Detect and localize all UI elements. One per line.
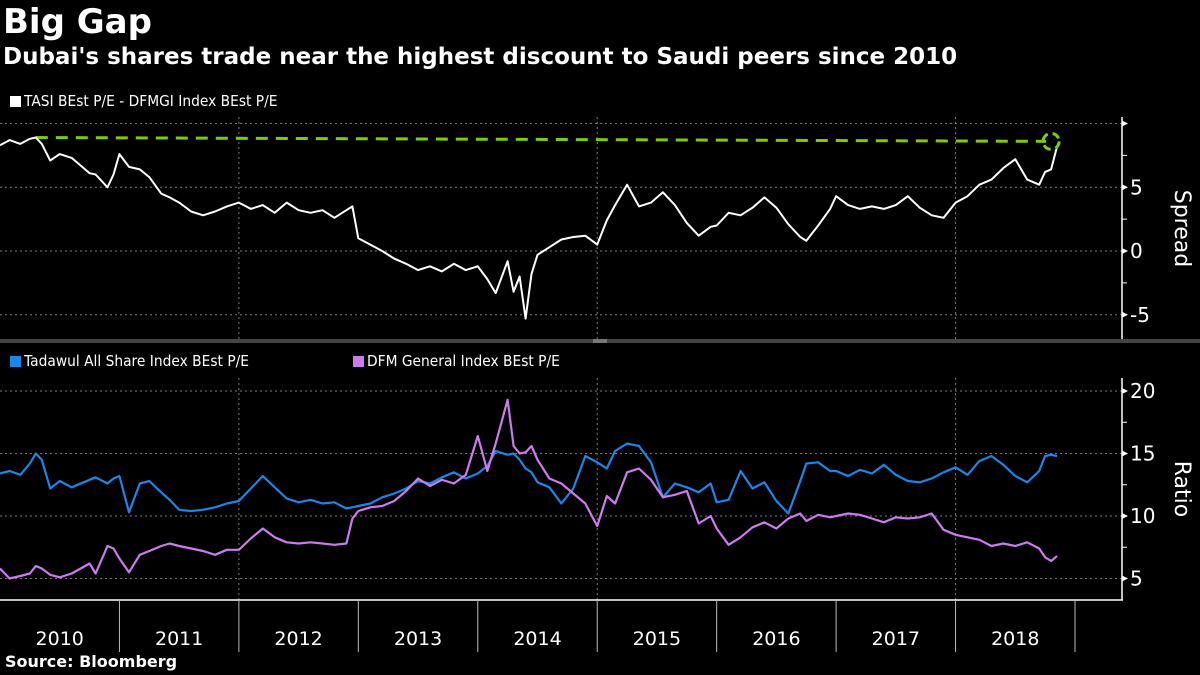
legend-swatch-spread	[10, 95, 21, 107]
x-tick-label: 2014	[513, 628, 561, 650]
x-tick-label: 2015	[633, 628, 681, 650]
y-tick	[1122, 184, 1128, 191]
legend-label-tadawul: Tadawul All Share Index BEst P/E	[24, 352, 250, 370]
y-tick-label: -5	[1130, 303, 1150, 327]
legend-swatch-dfm	[352, 355, 364, 367]
legend-item-tadawul: Tadawul All Share Index BEst P/E	[10, 352, 269, 370]
panel-divider[interactable]	[0, 339, 1200, 343]
y-tick-label: 15	[1130, 442, 1155, 466]
x-axis: 2010 2011 2012 2013 2014 2015 2016 2017 2018	[0, 599, 1123, 652]
ratio-panel: 5 10 15 20 Ratio	[0, 378, 1194, 600]
legend-label-spread: TASI BEst P/E - DFMGI Index BEst P/E	[24, 92, 278, 110]
y-tick	[1122, 311, 1128, 318]
x-tick-label: 2017	[872, 628, 920, 650]
y-axis-label: Spread	[1169, 190, 1194, 267]
x-tick-label: 2013	[394, 628, 442, 650]
y-axis-label: Ratio	[1169, 461, 1194, 517]
x-tick-label: 2016	[752, 628, 800, 650]
bottom-legend: Tadawul All Share Index BEst P/E DFM Gen…	[10, 352, 590, 370]
panel-divider-bar[interactable]	[0, 339, 1200, 343]
chart-title: Big Gap	[3, 2, 152, 42]
y-tick	[1122, 450, 1128, 457]
y-tick-label: 5	[1130, 175, 1143, 199]
record-level-dashed-line	[35, 136, 1047, 143]
spread-series-line	[0, 136, 1059, 320]
x-tick-label: 2011	[155, 628, 203, 650]
top-legend: TASI BEst P/E - DFMGI Index BEst P/E	[10, 92, 314, 110]
legend-item-dfm: DFM General Index BEst P/E	[352, 352, 577, 370]
source-note: Source: Bloomberg	[5, 652, 178, 671]
y-tick	[1122, 120, 1128, 127]
y-tick	[1122, 575, 1128, 582]
y-tick-label: 0	[1130, 239, 1143, 263]
y-tick-label: 10	[1130, 504, 1155, 528]
y-tick	[1122, 513, 1128, 519]
x-tick-label: 2012	[274, 628, 322, 650]
y-tick	[1122, 388, 1128, 394]
y-tick-label: 5	[1130, 567, 1143, 591]
tadawul-series-line	[0, 442, 1058, 515]
divider-grip[interactable]	[593, 341, 607, 343]
divider-grip[interactable]	[593, 339, 607, 341]
spread-panel: -5 0 5 Spread	[0, 117, 1194, 340]
dfm-series-line	[0, 398, 1058, 580]
legend-label-dfm: DFM General Index BEst P/E	[366, 352, 560, 370]
x-tick-label: 2018	[991, 628, 1039, 650]
y-tick-label: 20	[1130, 379, 1155, 403]
y-tick	[1122, 248, 1128, 254]
chart-subtitle: Dubai's shares trade near the highest di…	[3, 44, 958, 70]
x-tick-label: 2010	[36, 628, 84, 650]
current-value-highlight-circle	[1041, 131, 1061, 151]
legend-item-spread: TASI BEst P/E - DFMGI Index BEst P/E	[10, 92, 300, 110]
legend-swatch-tadawul	[10, 355, 21, 367]
